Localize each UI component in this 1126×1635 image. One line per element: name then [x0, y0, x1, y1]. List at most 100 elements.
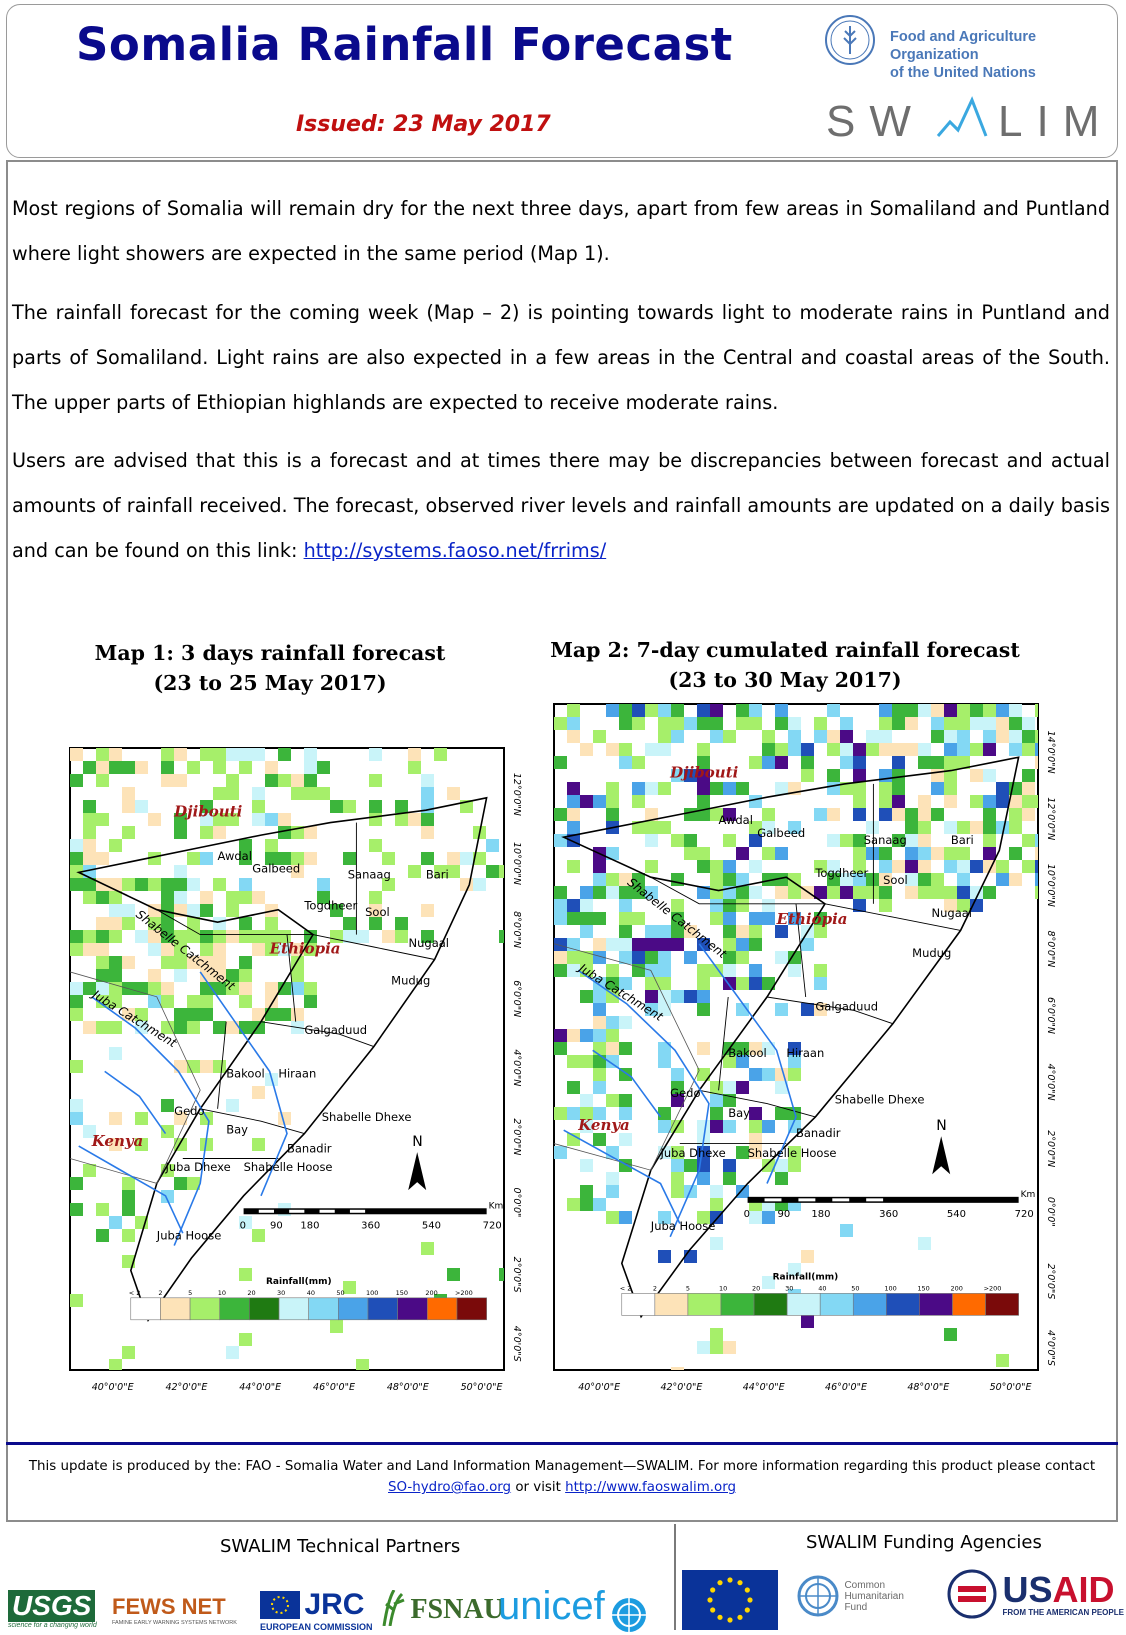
rainfall-cell	[723, 873, 736, 886]
rainfall-cell	[1009, 743, 1022, 756]
rainfall-cell	[983, 704, 996, 717]
rainfall-cell	[905, 743, 918, 756]
rainfall-cell	[554, 886, 567, 899]
rainfall-cell	[983, 743, 996, 756]
rainfall-cell	[788, 1159, 801, 1172]
rainfall-cell	[554, 912, 567, 925]
scale-unit-label: Km	[1021, 1190, 1036, 1200]
paragraph-3: Users are advised that this is a forecas…	[12, 438, 1110, 573]
rainfall-cell	[658, 938, 671, 951]
scale-tick-label: 180	[811, 1209, 830, 1220]
map2-title: Map 2: 7-day cumulated rainfall forecast…	[545, 635, 1025, 695]
rainfall-cell	[161, 891, 174, 904]
rainfall-cell	[239, 761, 252, 774]
rainfall-cell	[840, 1224, 853, 1237]
rainfall-cell	[944, 795, 957, 808]
region-boundary	[650, 876, 825, 905]
rainfall-cell	[983, 795, 996, 808]
rainfall-cell	[408, 761, 421, 774]
rainfall-cell	[801, 1315, 814, 1328]
rainfall-cell	[567, 912, 580, 925]
rainfall-cell	[866, 730, 879, 743]
rainfall-cell	[1022, 782, 1035, 795]
rainfall-cell	[658, 1250, 671, 1263]
rainfall-cell	[827, 782, 840, 795]
rainfall-cell	[580, 1159, 593, 1172]
rainfall-cell	[931, 717, 944, 730]
rainfall-cell	[187, 1060, 200, 1073]
rainfall-cell	[395, 813, 408, 826]
rainfall-cell	[905, 704, 918, 717]
rainfall-cell	[632, 717, 645, 730]
region-label: Galbeed	[252, 861, 300, 875]
rainfall-cell	[239, 839, 252, 852]
region-label: Sool	[883, 873, 908, 887]
rainfall-cell	[421, 930, 434, 943]
rainfall-cell	[593, 1068, 606, 1081]
rainfall-cell	[879, 743, 892, 756]
rainfall-cell	[697, 1172, 710, 1185]
rainfall-cell	[983, 717, 996, 730]
technical-partners-label: SWALIM Technical Partners	[220, 1536, 461, 1557]
rainfall-cell	[122, 904, 135, 917]
rainfall-cell	[226, 1346, 239, 1359]
rainfall-cell	[723, 1172, 736, 1185]
rainfall-cell	[291, 787, 304, 800]
legend-title: Rainfall(mm)	[773, 1272, 839, 1282]
legend-swatch	[952, 1293, 986, 1316]
frrims-link[interactable]: http://systems.faoso.net/frrims/	[303, 539, 607, 562]
rainfall-cell	[710, 1198, 723, 1211]
rainfall-cell	[567, 951, 580, 964]
rainfall-cell	[304, 982, 317, 995]
rainfall-cell	[70, 930, 83, 943]
rainfall-cell	[762, 821, 775, 834]
latitude-label: 10°0'0"N	[511, 842, 522, 885]
rainfall-cell	[788, 743, 801, 756]
rainfall-cell	[697, 717, 710, 730]
rainfall-cell	[239, 982, 252, 995]
rainfall-cell	[252, 930, 265, 943]
rainfall-cell	[697, 1341, 710, 1354]
rainfall-cell	[619, 1211, 632, 1224]
rainfall-cell	[944, 886, 957, 899]
rainfall-cell	[200, 995, 213, 1008]
rainfall-cell	[853, 782, 866, 795]
rainfall-cell	[593, 1081, 606, 1094]
rainfall-cell	[580, 1029, 593, 1042]
rainfall-cell	[499, 865, 504, 878]
rainfall-cell	[658, 704, 671, 717]
rainfall-cell	[1009, 717, 1022, 730]
rainfall-cell	[970, 795, 983, 808]
rainfall-cell	[749, 1107, 762, 1120]
north-arrow-icon	[932, 1136, 951, 1175]
legend-tick-label: 20	[752, 1284, 760, 1292]
rainfall-cell	[606, 1185, 619, 1198]
scale-bar-segment	[866, 1198, 884, 1202]
rainfall-cell	[291, 943, 304, 956]
rainfall-cell	[775, 951, 788, 964]
rainfall-cell	[879, 860, 892, 873]
rainfall-cell	[983, 847, 996, 860]
country-label: Kenya	[577, 1116, 630, 1134]
rainfall-cell	[710, 899, 723, 912]
rainfall-cell	[710, 1341, 723, 1354]
page-title: Somalia Rainfall Forecast	[76, 18, 733, 71]
scale-bar-segment	[798, 1198, 816, 1202]
rainfall-cell	[554, 938, 567, 951]
longitude-label: 42°0'0"E	[165, 1382, 207, 1393]
scale-tick-label: 720	[1015, 1209, 1034, 1220]
rainfall-cell	[775, 886, 788, 899]
region-label: Juba Hoose	[650, 1219, 715, 1233]
rainfall-cell	[606, 847, 619, 860]
rainfall-cell	[252, 1086, 265, 1099]
rainfall-cell	[369, 917, 382, 930]
rainfall-cell	[200, 1060, 213, 1073]
contact-email-link[interactable]: SO-hydro@fao.org	[388, 1480, 512, 1495]
website-link[interactable]: http://www.faoswalim.org	[565, 1480, 736, 1495]
region-label: Togdheer	[814, 866, 868, 880]
rainfall-cell	[671, 925, 684, 938]
rainfall-cell	[957, 704, 970, 717]
rainfall-cell	[918, 847, 931, 860]
region-label: Sanaag	[348, 868, 391, 882]
